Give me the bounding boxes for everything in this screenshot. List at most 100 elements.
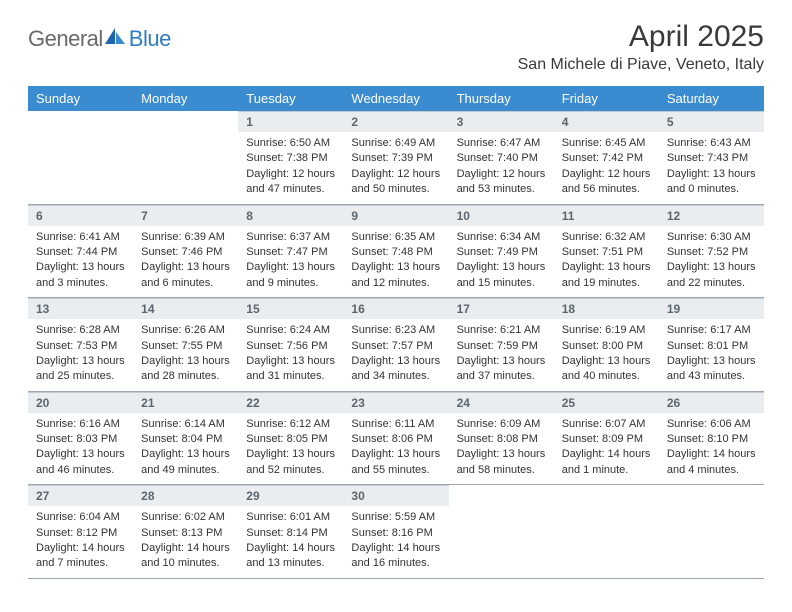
logo-text-general: General [28, 26, 103, 52]
day-number: 3 [449, 111, 554, 132]
logo-text-blue: Blue [129, 26, 171, 52]
day-number: 26 [659, 392, 764, 413]
calendar-cell [449, 485, 554, 579]
day-sunset: Sunset: 7:44 PM [36, 245, 125, 260]
calendar-cell: 17Sunrise: 6:21 AMSunset: 7:59 PMDayligh… [449, 298, 554, 392]
day-daylight1: Daylight: 13 hours [36, 260, 125, 275]
day-number: 21 [133, 392, 238, 413]
day-sunset: Sunset: 8:10 PM [667, 432, 756, 447]
day-sunrise: Sunrise: 6:28 AM [36, 323, 125, 338]
day-daylight1: Daylight: 14 hours [351, 541, 440, 556]
day-sunset: Sunset: 7:46 PM [141, 245, 230, 260]
calendar-week-row: 13Sunrise: 6:28 AMSunset: 7:53 PMDayligh… [28, 298, 764, 392]
day-daylight1: Daylight: 13 hours [141, 447, 230, 462]
day-detail: Sunrise: 6:04 AMSunset: 8:12 PMDaylight:… [28, 506, 133, 578]
col-header: Wednesday [343, 86, 448, 111]
day-daylight2: and 22 minutes. [667, 276, 756, 291]
day-sunset: Sunset: 8:08 PM [457, 432, 546, 447]
day-number: 24 [449, 392, 554, 413]
logo: General Blue [28, 26, 171, 52]
day-daylight2: and 34 minutes. [351, 369, 440, 384]
calendar-cell: 20Sunrise: 6:16 AMSunset: 8:03 PMDayligh… [28, 391, 133, 485]
calendar-cell: 2Sunrise: 6:49 AMSunset: 7:39 PMDaylight… [343, 111, 448, 204]
calendar-cell: 26Sunrise: 6:06 AMSunset: 8:10 PMDayligh… [659, 391, 764, 485]
calendar-page: General Blue April 2025 San Michele di P… [0, 0, 792, 599]
day-detail: Sunrise: 6:19 AMSunset: 8:00 PMDaylight:… [554, 319, 659, 391]
day-daylight2: and 3 minutes. [36, 276, 125, 291]
day-detail: Sunrise: 6:28 AMSunset: 7:53 PMDaylight:… [28, 319, 133, 391]
calendar-cell: 27Sunrise: 6:04 AMSunset: 8:12 PMDayligh… [28, 485, 133, 579]
day-number: 2 [343, 111, 448, 132]
day-sunrise: Sunrise: 6:30 AM [667, 230, 756, 245]
day-sunrise: Sunrise: 6:12 AM [246, 417, 335, 432]
col-header: Thursday [449, 86, 554, 111]
day-sunrise: Sunrise: 6:02 AM [141, 510, 230, 525]
day-detail: Sunrise: 6:17 AMSunset: 8:01 PMDaylight:… [659, 319, 764, 391]
calendar-cell: 8Sunrise: 6:37 AMSunset: 7:47 PMDaylight… [238, 204, 343, 298]
calendar-cell: 22Sunrise: 6:12 AMSunset: 8:05 PMDayligh… [238, 391, 343, 485]
calendar-cell: 12Sunrise: 6:30 AMSunset: 7:52 PMDayligh… [659, 204, 764, 298]
day-detail: Sunrise: 6:26 AMSunset: 7:55 PMDaylight:… [133, 319, 238, 391]
day-sunset: Sunset: 7:56 PM [246, 339, 335, 354]
day-sunset: Sunset: 7:47 PM [246, 245, 335, 260]
day-number: 13 [28, 298, 133, 319]
day-daylight2: and 58 minutes. [457, 463, 546, 478]
calendar-header-row: Sunday Monday Tuesday Wednesday Thursday… [28, 86, 764, 111]
calendar-week-row: 1Sunrise: 6:50 AMSunset: 7:38 PMDaylight… [28, 111, 764, 204]
day-detail: Sunrise: 6:16 AMSunset: 8:03 PMDaylight:… [28, 413, 133, 485]
day-sunset: Sunset: 7:59 PM [457, 339, 546, 354]
day-daylight2: and 25 minutes. [36, 369, 125, 384]
day-daylight2: and 19 minutes. [562, 276, 651, 291]
day-daylight1: Daylight: 13 hours [562, 354, 651, 369]
day-number: 29 [238, 485, 343, 506]
day-daylight2: and 13 minutes. [246, 556, 335, 571]
day-sunrise: Sunrise: 6:17 AM [667, 323, 756, 338]
calendar-table: Sunday Monday Tuesday Wednesday Thursday… [28, 86, 764, 579]
day-daylight2: and 40 minutes. [562, 369, 651, 384]
day-detail: Sunrise: 6:41 AMSunset: 7:44 PMDaylight:… [28, 226, 133, 298]
calendar-cell [554, 485, 659, 579]
day-sunset: Sunset: 7:51 PM [562, 245, 651, 260]
day-daylight2: and 37 minutes. [457, 369, 546, 384]
day-sunset: Sunset: 8:05 PM [246, 432, 335, 447]
day-sunrise: Sunrise: 6:35 AM [351, 230, 440, 245]
day-sunset: Sunset: 8:04 PM [141, 432, 230, 447]
day-detail: Sunrise: 6:50 AMSunset: 7:38 PMDaylight:… [238, 132, 343, 204]
day-daylight2: and 4 minutes. [667, 463, 756, 478]
day-sunrise: Sunrise: 6:47 AM [457, 136, 546, 151]
col-header: Friday [554, 86, 659, 111]
day-daylight1: Daylight: 13 hours [351, 354, 440, 369]
day-daylight1: Daylight: 13 hours [351, 447, 440, 462]
day-sunset: Sunset: 7:43 PM [667, 151, 756, 166]
day-daylight2: and 43 minutes. [667, 369, 756, 384]
day-daylight2: and 56 minutes. [562, 182, 651, 197]
day-sunset: Sunset: 7:57 PM [351, 339, 440, 354]
day-daylight1: Daylight: 13 hours [246, 260, 335, 275]
day-daylight2: and 1 minute. [562, 463, 651, 478]
day-daylight1: Daylight: 13 hours [457, 260, 546, 275]
calendar-cell: 29Sunrise: 6:01 AMSunset: 8:14 PMDayligh… [238, 485, 343, 579]
day-detail: Sunrise: 6:39 AMSunset: 7:46 PMDaylight:… [133, 226, 238, 298]
day-sunrise: Sunrise: 6:43 AM [667, 136, 756, 151]
day-number: 5 [659, 111, 764, 132]
calendar-cell [28, 111, 133, 204]
day-number: 25 [554, 392, 659, 413]
day-detail: Sunrise: 6:47 AMSunset: 7:40 PMDaylight:… [449, 132, 554, 204]
day-sunset: Sunset: 8:01 PM [667, 339, 756, 354]
day-sunset: Sunset: 7:40 PM [457, 151, 546, 166]
day-number: 6 [28, 205, 133, 226]
day-sunset: Sunset: 8:12 PM [36, 526, 125, 541]
calendar-body: 1Sunrise: 6:50 AMSunset: 7:38 PMDaylight… [28, 111, 764, 578]
calendar-cell: 6Sunrise: 6:41 AMSunset: 7:44 PMDaylight… [28, 204, 133, 298]
col-header: Tuesday [238, 86, 343, 111]
day-sunset: Sunset: 7:49 PM [457, 245, 546, 260]
title-block: April 2025 San Michele di Piave, Veneto,… [518, 20, 764, 74]
day-sunrise: Sunrise: 6:45 AM [562, 136, 651, 151]
day-sunrise: Sunrise: 6:14 AM [141, 417, 230, 432]
calendar-cell: 11Sunrise: 6:32 AMSunset: 7:51 PMDayligh… [554, 204, 659, 298]
calendar-cell: 30Sunrise: 5:59 AMSunset: 8:16 PMDayligh… [343, 485, 448, 579]
day-sunrise: Sunrise: 6:50 AM [246, 136, 335, 151]
col-header: Monday [133, 86, 238, 111]
day-sunrise: Sunrise: 6:21 AM [457, 323, 546, 338]
day-detail: Sunrise: 6:14 AMSunset: 8:04 PMDaylight:… [133, 413, 238, 485]
